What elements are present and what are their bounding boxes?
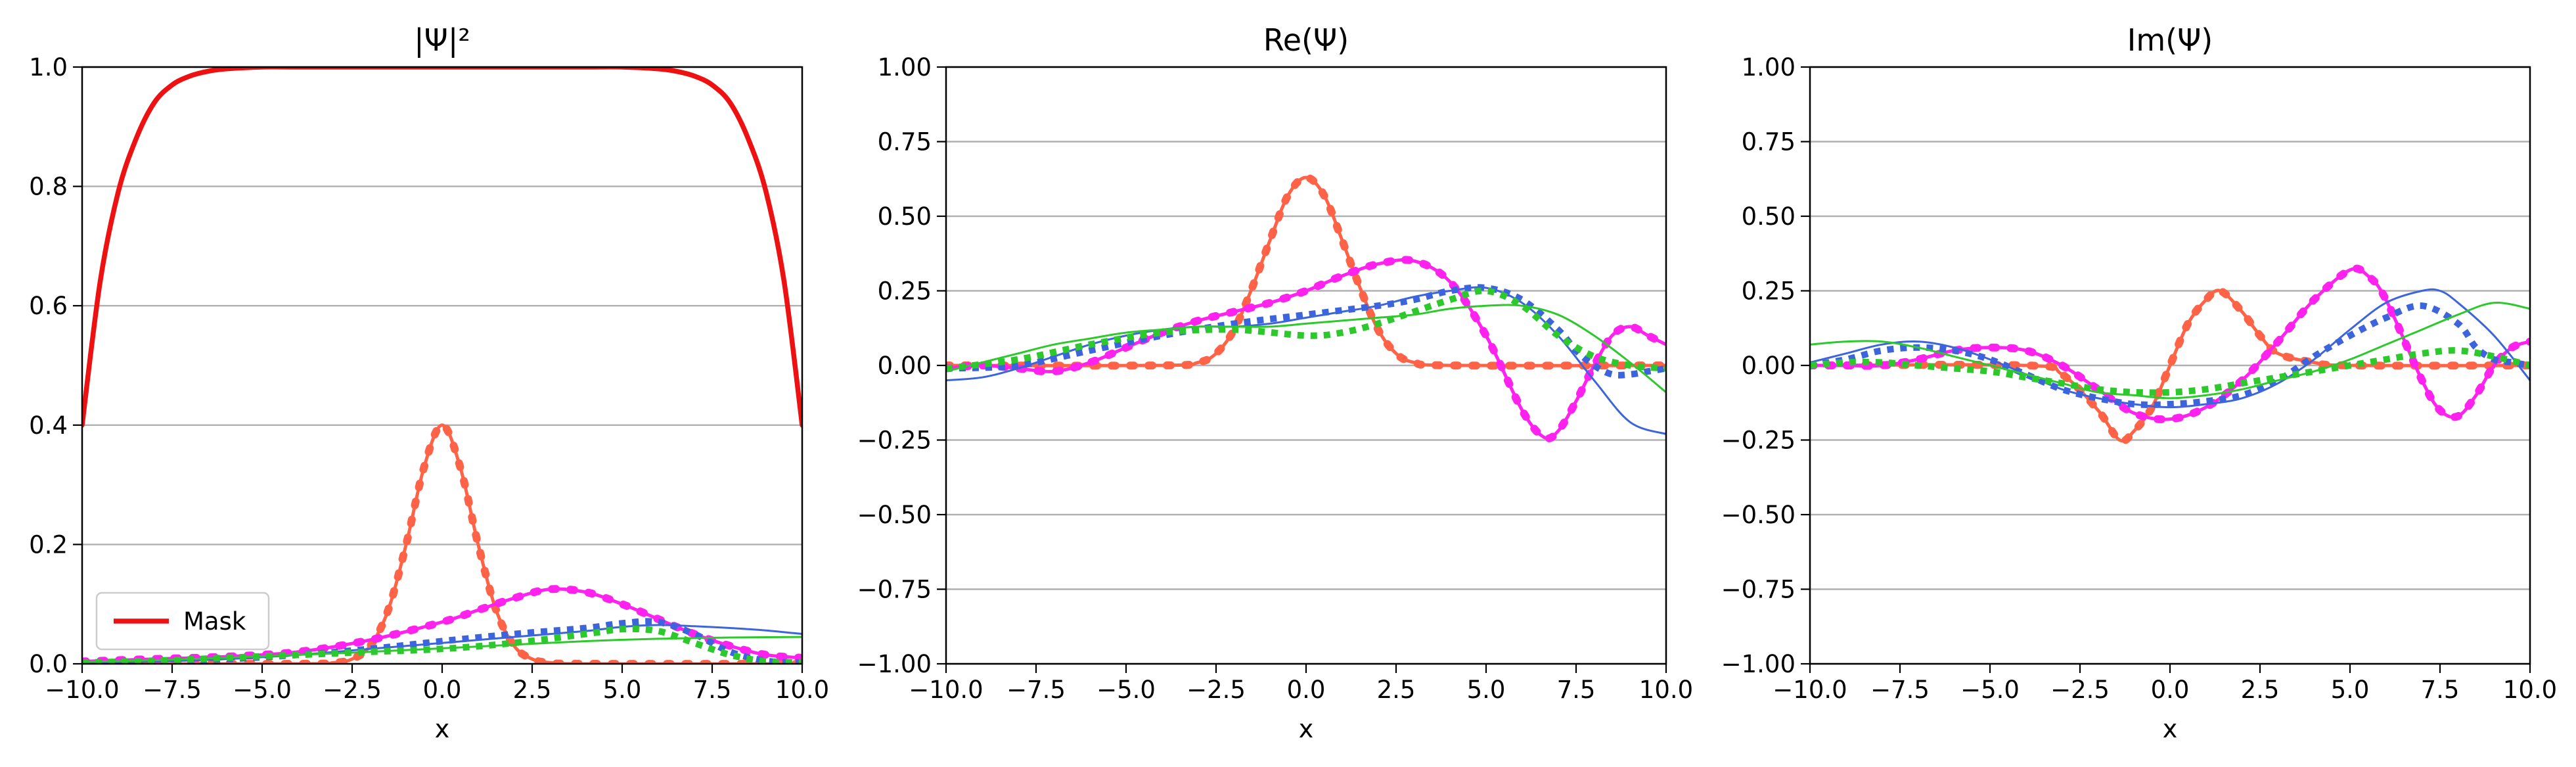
- y-tick-label: 0.2: [29, 530, 68, 559]
- series-line: [82, 67, 802, 428]
- x-tick-label: −7.5: [1006, 676, 1066, 704]
- x-tick-label: 0.0: [2151, 676, 2190, 704]
- y-tick-label: 0.50: [1742, 202, 1796, 231]
- series-line: [1810, 302, 2530, 400]
- series-line: [1810, 347, 2530, 396]
- y-tick-label: −1.00: [1721, 650, 1796, 678]
- series-line: [82, 423, 802, 664]
- x-tick-label: 7.5: [2421, 676, 2460, 704]
- legend-label: Mask: [183, 607, 246, 636]
- x-tick-label: 10.0: [775, 676, 829, 704]
- panel-2: −10.0 −7.5 −5.0 −2.5 0.0 2.5 5.0 7.5 10.0 −1.00 −0…: [857, 22, 1694, 743]
- x-tick-label: 2.5: [1377, 676, 1416, 704]
- y-tick-label: 1.00: [878, 53, 932, 81]
- x-tick-label: −10.0: [1773, 676, 1847, 704]
- y-tick-label: −0.50: [857, 501, 932, 529]
- x-tick-label: −7.5: [143, 676, 202, 704]
- y-tick-label: −0.25: [857, 427, 932, 455]
- x-tick-label: −5.0: [1096, 676, 1156, 704]
- y-tick-label: 0.25: [1742, 277, 1796, 306]
- series-line: [1810, 289, 2530, 443]
- x-tick-label: 5.0: [2331, 676, 2370, 704]
- series-markers: [946, 173, 1666, 370]
- plot-area: [82, 67, 802, 664]
- y-tick-label: 0.8: [29, 173, 68, 201]
- series-line: [1810, 288, 2530, 409]
- x-tick-label: −10.0: [45, 676, 119, 704]
- x-tick-label: −2.5: [323, 676, 382, 704]
- y-tick-label: 0.0: [29, 650, 68, 678]
- y-tick-label: 0.00: [878, 352, 932, 380]
- x-tick-label: 5.0: [603, 676, 642, 704]
- panel-3: −10.0 −7.5 −5.0 −2.5 0.0 2.5 5.0 7.5 10.0 −1.00 −0…: [1721, 22, 2558, 743]
- x-tick-label: 7.5: [1557, 676, 1596, 704]
- y-tick-label: −1.00: [857, 650, 932, 678]
- x-tick-label: 7.5: [693, 676, 732, 704]
- series-line: [82, 625, 802, 664]
- y-tick-label: 0.75: [1742, 128, 1796, 156]
- panels: −10.0 −7.5 −5.0 −2.5 0.0 2.5 5.0 7.5 10.0 0.0 0.2 0…: [29, 22, 2557, 743]
- y-tick-label: −0.50: [1721, 501, 1796, 529]
- chart-title: |Ψ|²: [414, 22, 470, 58]
- x-axis-label: x: [435, 714, 450, 743]
- x-tick-label: −5.0: [1960, 676, 2020, 704]
- y-tick-label: 1.00: [1742, 53, 1796, 81]
- y-tick-label: 0.4: [29, 411, 68, 440]
- x-tick-label: 10.0: [1639, 676, 1693, 704]
- y-tick-label: 1.0: [29, 53, 68, 81]
- plot-area: [946, 173, 1666, 443]
- chart-title: Im(Ψ): [2127, 22, 2213, 58]
- y-tick-label: 0.6: [29, 292, 68, 320]
- series-line: [1810, 302, 2530, 408]
- y-tick-label: 0.25: [878, 277, 932, 306]
- legend-box: [95, 592, 270, 651]
- y-tick-label: 0.75: [878, 128, 932, 156]
- series-line: [946, 284, 1666, 379]
- x-tick-label: 10.0: [2503, 676, 2557, 704]
- y-tick-label: 0.50: [878, 202, 932, 231]
- y-tick-label: −0.25: [1721, 427, 1796, 455]
- y-tick-label: −0.75: [857, 576, 932, 604]
- x-tick-label: 5.0: [1467, 676, 1506, 704]
- x-tick-label: −7.5: [1870, 676, 1930, 704]
- series-line: [946, 287, 1666, 372]
- x-tick-label: −10.0: [909, 676, 983, 704]
- x-tick-label: 2.5: [2241, 676, 2280, 704]
- x-tick-label: −2.5: [2050, 676, 2110, 704]
- series-markers: [946, 256, 1666, 443]
- x-tick-label: 2.5: [513, 676, 552, 704]
- panel-1: −10.0 −7.5 −5.0 −2.5 0.0 2.5 5.0 7.5 10.0 0.0 0.2 0…: [29, 22, 829, 743]
- plot-area: [1810, 264, 2530, 445]
- y-tick-label: −0.75: [1721, 576, 1796, 604]
- x-tick-label: −5.0: [233, 676, 292, 704]
- x-tick-label: −2.5: [1186, 676, 1246, 704]
- x-axis-label: x: [1299, 714, 1314, 743]
- y-tick-label: 0.00: [1742, 352, 1796, 380]
- series-line: [82, 618, 802, 664]
- legend: Mask: [95, 592, 270, 651]
- chart-title: Re(Ψ): [1263, 22, 1349, 58]
- x-axis-label: x: [2163, 714, 2178, 743]
- x-tick-label: 0.0: [1287, 676, 1326, 704]
- x-tick-label: 0.0: [423, 676, 462, 704]
- series-line: [946, 304, 1666, 394]
